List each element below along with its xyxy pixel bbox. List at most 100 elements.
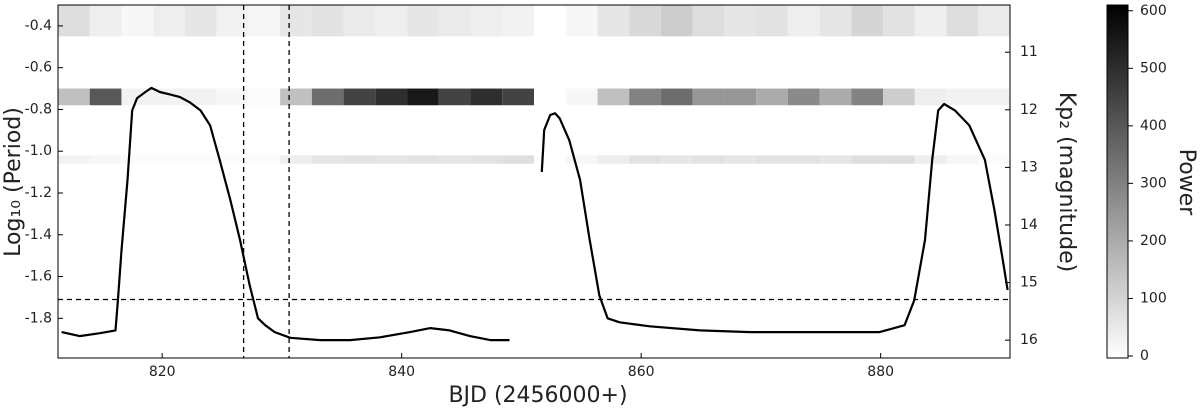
heatmap-cell — [819, 155, 852, 164]
heatmap-cell — [216, 88, 249, 106]
heatmap-cell — [597, 5, 630, 37]
heatmap-cell — [978, 88, 1010, 106]
y-axis-label: Log₁₀ (Period) — [1, 107, 26, 257]
y2-tick-label: 11 — [1020, 44, 1038, 60]
plot-frame — [57, 4, 1011, 359]
heatmap-cell — [660, 88, 693, 106]
heatmap-cell — [978, 155, 1010, 164]
y2-tick-label: 13 — [1020, 159, 1038, 175]
heatmap-cell — [311, 5, 344, 37]
heatmap-cell — [534, 5, 566, 37]
colorbar-tick-label: 200 — [1140, 233, 1167, 249]
y2-tick-label: 14 — [1020, 217, 1038, 233]
heatmap-cell — [883, 88, 915, 106]
heatmap-cell — [629, 155, 661, 164]
heatmap-cell — [470, 88, 503, 106]
heatmap-cell — [502, 155, 534, 164]
heatmap-cell — [565, 88, 598, 106]
heatmap-cell — [280, 5, 312, 37]
heatmap-cell — [946, 88, 979, 106]
heatmap-cell — [724, 88, 757, 106]
heatmap-cell — [89, 88, 122, 106]
heatmap-cell — [914, 5, 947, 37]
heatmap-cell — [438, 88, 471, 106]
heatmap-cell — [724, 155, 757, 164]
colorbar-tick-label: 500 — [1140, 60, 1167, 76]
colorbar-tick-label: 300 — [1140, 175, 1167, 191]
x-axis-label: BJD (2456000+) — [448, 383, 627, 408]
y-tick-label: -1.8 — [25, 310, 52, 326]
colorbar-tick-label: 0 — [1140, 348, 1149, 364]
heatmap-cell — [914, 155, 947, 164]
x-tick-label: 820 — [149, 364, 176, 380]
heatmap-cell — [89, 5, 122, 37]
heatmap-cell — [438, 155, 471, 164]
heatmap-cell — [756, 88, 788, 106]
heatmap-cell — [787, 155, 820, 164]
heatmap-cell — [597, 155, 630, 164]
heatmap-cell — [311, 155, 344, 164]
heatmap-cell — [311, 88, 344, 106]
heatmap-cell — [407, 5, 439, 37]
heatmap-cell — [787, 88, 820, 106]
heatmap-cell — [946, 155, 979, 164]
heatmap-cell — [58, 155, 90, 164]
y2-tick-label: 16 — [1020, 332, 1038, 348]
heatmap-cell — [978, 5, 1010, 37]
heatmap-cell — [914, 88, 947, 106]
heatmap-cell — [660, 155, 693, 164]
heatmap-cell — [851, 155, 884, 164]
heatmap-cell — [756, 155, 788, 164]
heatmap-cell — [692, 155, 725, 164]
heatmap-cell — [58, 5, 90, 37]
x-tick-label: 860 — [628, 364, 655, 380]
heatmap-cell — [280, 88, 312, 106]
heatmap-cell — [280, 155, 312, 164]
x-tick-label: 840 — [388, 364, 415, 380]
y2-tick-label: 15 — [1020, 275, 1038, 291]
heatmap-cell — [534, 88, 566, 106]
heatmap-cell — [153, 155, 185, 164]
y2-tick-label: 12 — [1020, 102, 1038, 118]
heatmap-cell — [343, 155, 376, 164]
heatmap-cell — [343, 88, 376, 106]
heatmap-cell — [375, 88, 408, 106]
heatmap-cell — [407, 88, 439, 106]
heatmap-cell — [724, 5, 757, 37]
colorbar-tick-label: 100 — [1140, 290, 1167, 306]
heatmap-cell — [819, 5, 852, 37]
y-tick-label: -1.4 — [25, 227, 52, 243]
heatmap-cell — [692, 88, 725, 106]
heatmap-cell — [407, 155, 439, 164]
heatmap-cell — [597, 88, 630, 106]
heatmap-cell — [565, 155, 598, 164]
heatmap-cell — [470, 155, 503, 164]
heatmap-cell — [216, 5, 249, 37]
y-tick-label: -1.0 — [25, 143, 52, 159]
heatmap-cell — [184, 88, 217, 106]
x-tick-label: 880 — [867, 364, 894, 380]
y-tick-label: -1.6 — [25, 269, 52, 285]
y-tick-label: -0.4 — [25, 18, 52, 34]
y-tick-label: -1.2 — [25, 185, 52, 201]
heatmap-cell — [248, 155, 281, 164]
heatmap-cell — [534, 155, 566, 164]
heatmap-cell — [343, 5, 376, 37]
heatmap-cell — [883, 5, 915, 37]
y-tick-label: -0.8 — [25, 101, 52, 117]
heatmap-cell — [629, 5, 661, 37]
heatmap-cell — [502, 88, 534, 106]
colorbar-label: Power — [1174, 149, 1199, 216]
colorbar-tick-label: 600 — [1140, 3, 1167, 19]
heatmap-cell — [121, 5, 154, 37]
heatmap-cell — [851, 5, 884, 37]
y2-axis-label: Kp₂ (magnitude) — [1054, 92, 1079, 272]
heatmap-cell — [660, 5, 693, 37]
heatmap-cell — [216, 155, 249, 164]
heatmap-cell — [184, 5, 217, 37]
heatmap-cell — [819, 88, 852, 106]
heatmap-cell — [375, 155, 408, 164]
heatmap-cell — [153, 5, 185, 37]
heatmap-cell — [184, 155, 217, 164]
